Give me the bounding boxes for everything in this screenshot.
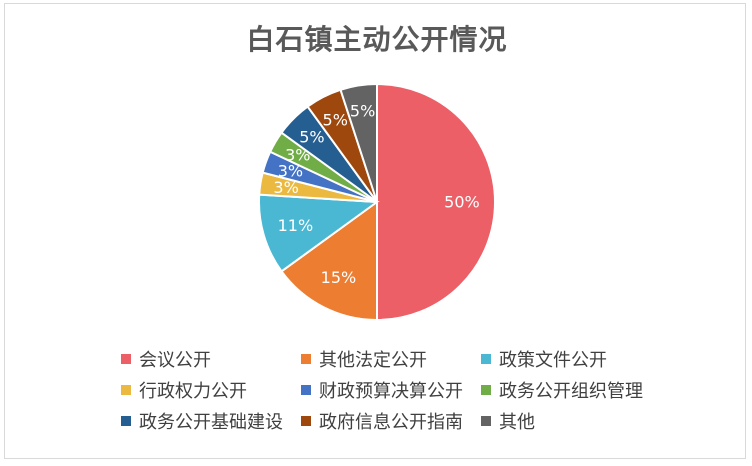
legend-item-8: 政府信息公开指南 — [301, 410, 481, 433]
chart-frame: 白石镇主动公开情况 50% 15% 11% 3% 3% 3% 5% 5% 5% 会议公开 其他法定… — [4, 3, 746, 459]
legend-item-4: 行政权力公开 — [121, 379, 301, 402]
legend-label: 政务公开基础建设 — [139, 412, 283, 433]
legend-item-5: 财政预算决算公开 — [301, 379, 481, 402]
legend-swatch — [481, 354, 491, 364]
pie-slice-1 — [376, 82, 496, 322]
pie-slice-9 — [339, 82, 378, 203]
legend-item-7: 政务公开基础建设 — [121, 410, 301, 433]
legend-label: 财政预算决算公开 — [319, 381, 463, 402]
legend-item-1: 会议公开 — [121, 348, 301, 371]
pie-data-label-2: 15% — [321, 268, 357, 287]
pie-data-label-8: 5% — [323, 110, 348, 129]
legend-swatch — [481, 416, 491, 426]
pie-chart: 50%15%11%3%3%3%5%5% 5% — [258, 82, 496, 322]
pie-data-label-9: 5% — [350, 102, 375, 121]
legend-swatch — [301, 385, 311, 395]
legend-item-6: 政务公开组织管理 — [481, 379, 681, 402]
legend-swatch — [121, 385, 131, 395]
legend-swatch — [481, 385, 491, 395]
legend-label: 会议公开 — [139, 350, 211, 371]
legend-label: 行政权力公开 — [139, 381, 247, 402]
pie-slice-3 — [258, 193, 380, 273]
pie-data-label-5: 3% — [278, 161, 303, 180]
pie-slice-2 — [280, 200, 378, 322]
legend-swatch — [121, 416, 131, 426]
pie-data-label-1: 50% — [444, 193, 480, 212]
legend-label: 政策文件公开 — [499, 350, 607, 371]
legend-swatch — [301, 416, 311, 426]
pie-data-label-3: 11% — [278, 216, 314, 235]
legend-label: 政府信息公开指南 — [319, 412, 463, 433]
legend-swatch — [121, 354, 131, 364]
pie-data-label-6: 3% — [285, 146, 310, 165]
legend-label: 其他 — [499, 412, 535, 433]
pie-data-label-4: 3% — [273, 178, 298, 197]
legend-item-2: 其他法定公开 — [301, 348, 481, 371]
legend-label: 其他法定公开 — [319, 350, 427, 371]
legend-label: 政务公开组织管理 — [499, 381, 643, 402]
legend-item-9: 其他 — [481, 410, 681, 433]
legend-swatch — [301, 354, 311, 364]
chart-title: 白石镇主动公开情况 — [246, 23, 508, 56]
chart-legend: 会议公开 其他法定公开 政策文件公开行政权力公开 财政预算决算公开 政务公开组织管理政务… — [121, 348, 721, 433]
legend-item-3: 政策文件公开 — [481, 348, 681, 371]
pie-data-label-7: 5% — [299, 127, 324, 146]
